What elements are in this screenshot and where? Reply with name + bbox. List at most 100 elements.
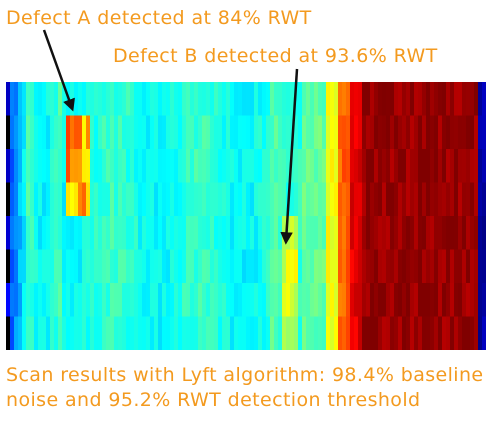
heatmap-cell — [414, 149, 419, 184]
heatmap-cell — [90, 249, 95, 284]
heatmap-cell — [362, 216, 367, 251]
heatmap-cell — [450, 283, 455, 318]
heatmap-cell — [346, 182, 351, 217]
heatmap-cell — [150, 249, 155, 284]
heatmap-cell — [314, 182, 319, 217]
heatmap-cell — [338, 216, 343, 251]
heatmap-cell — [202, 316, 207, 350]
heatmap-cell — [146, 249, 151, 284]
heatmap-cell — [98, 316, 103, 350]
heatmap-cell — [342, 216, 347, 251]
heatmap-cell — [438, 249, 443, 284]
heatmap-cell — [146, 316, 151, 350]
heatmap-cell — [150, 182, 155, 217]
heatmap-cell — [450, 316, 455, 350]
heatmap-cell — [250, 115, 255, 150]
heatmap-cell — [34, 249, 39, 284]
heatmap-cell — [286, 216, 291, 251]
heatmap-cell — [46, 82, 51, 117]
heatmap-cell — [134, 149, 139, 184]
heatmap-cell — [230, 182, 235, 217]
heatmap-cell — [382, 216, 387, 251]
heatmap-cell — [294, 316, 299, 350]
heatmap-cell — [386, 249, 391, 284]
heatmap-cell — [130, 283, 135, 318]
heatmap-cell — [454, 182, 459, 217]
heatmap-cell — [38, 249, 43, 284]
heatmap-cell — [106, 283, 111, 318]
heatmap-cell — [178, 82, 183, 117]
heatmap-cell — [46, 182, 51, 217]
heatmap-cell — [422, 216, 427, 251]
heatmap-cell — [230, 316, 235, 350]
heatmap-cell — [282, 249, 287, 284]
heatmap-cell — [70, 115, 75, 150]
heatmap-cell — [346, 82, 351, 117]
heatmap-cell — [290, 115, 295, 150]
heatmap-cell — [270, 316, 275, 350]
heatmap-cell — [370, 182, 375, 217]
heatmap-cell — [438, 283, 443, 318]
heatmap-cell — [474, 316, 479, 350]
heatmap-cell — [230, 149, 235, 184]
heatmap-cell — [202, 149, 207, 184]
heatmap-cell — [150, 283, 155, 318]
heatmap-cell — [302, 182, 307, 217]
heatmap-cell — [78, 149, 83, 184]
heatmap-cell — [346, 249, 351, 284]
heatmap-cell — [202, 249, 207, 284]
heatmap-cell — [250, 249, 255, 284]
heatmap-cell — [394, 82, 399, 117]
heatmap-cell — [350, 115, 355, 150]
heatmap-cell — [266, 283, 271, 318]
heatmap-cell — [286, 182, 291, 217]
heatmap-cell — [190, 249, 195, 284]
heatmap-cell — [282, 316, 287, 350]
heatmap-cell — [378, 316, 383, 350]
heatmap-cell — [282, 283, 287, 318]
heatmap-cell — [198, 216, 203, 251]
heatmap-cell — [322, 149, 327, 184]
heatmap-cell — [362, 316, 367, 350]
heatmap-cell — [182, 249, 187, 284]
heatmap-cell — [382, 182, 387, 217]
heatmap-cell — [130, 249, 135, 284]
heatmap-cell — [198, 283, 203, 318]
heatmap-cell — [326, 149, 331, 184]
heatmap-cell — [370, 316, 375, 350]
heatmap-cell — [210, 249, 215, 284]
heatmap-cell — [222, 115, 227, 150]
heatmap-cell — [326, 115, 331, 150]
heatmap-cell — [50, 82, 55, 117]
heatmap-cell — [58, 182, 63, 217]
heatmap-cell — [134, 216, 139, 251]
heatmap-cell — [330, 115, 335, 150]
heatmap-cell — [166, 249, 171, 284]
heatmap-cell — [158, 149, 163, 184]
heatmap-cell — [306, 283, 311, 318]
heatmap-cell — [38, 316, 43, 350]
heatmap-cell — [250, 216, 255, 251]
heatmap-cell — [98, 82, 103, 117]
heatmap-cell — [262, 316, 267, 350]
heatmap-cell — [122, 182, 127, 217]
heatmap-cell — [470, 316, 475, 350]
heatmap-cell — [346, 283, 351, 318]
heatmap-cell — [258, 149, 263, 184]
heatmap-cell — [482, 115, 486, 150]
heatmap-cell — [330, 216, 335, 251]
heatmap-cell — [74, 82, 79, 117]
heatmap-cell — [110, 316, 115, 350]
heatmap-cell — [218, 115, 223, 150]
heatmap-cell — [314, 216, 319, 251]
heatmap-cell — [174, 82, 179, 117]
heatmap-cell — [114, 149, 119, 184]
heatmap-cell — [158, 182, 163, 217]
heatmap-cell — [402, 115, 407, 150]
heatmap-cell — [86, 249, 91, 284]
heatmap-cell — [474, 82, 479, 117]
heatmap-cell — [442, 149, 447, 184]
heatmap-cell — [242, 316, 247, 350]
heatmap-cell — [46, 216, 51, 251]
heatmap-cell — [174, 216, 179, 251]
